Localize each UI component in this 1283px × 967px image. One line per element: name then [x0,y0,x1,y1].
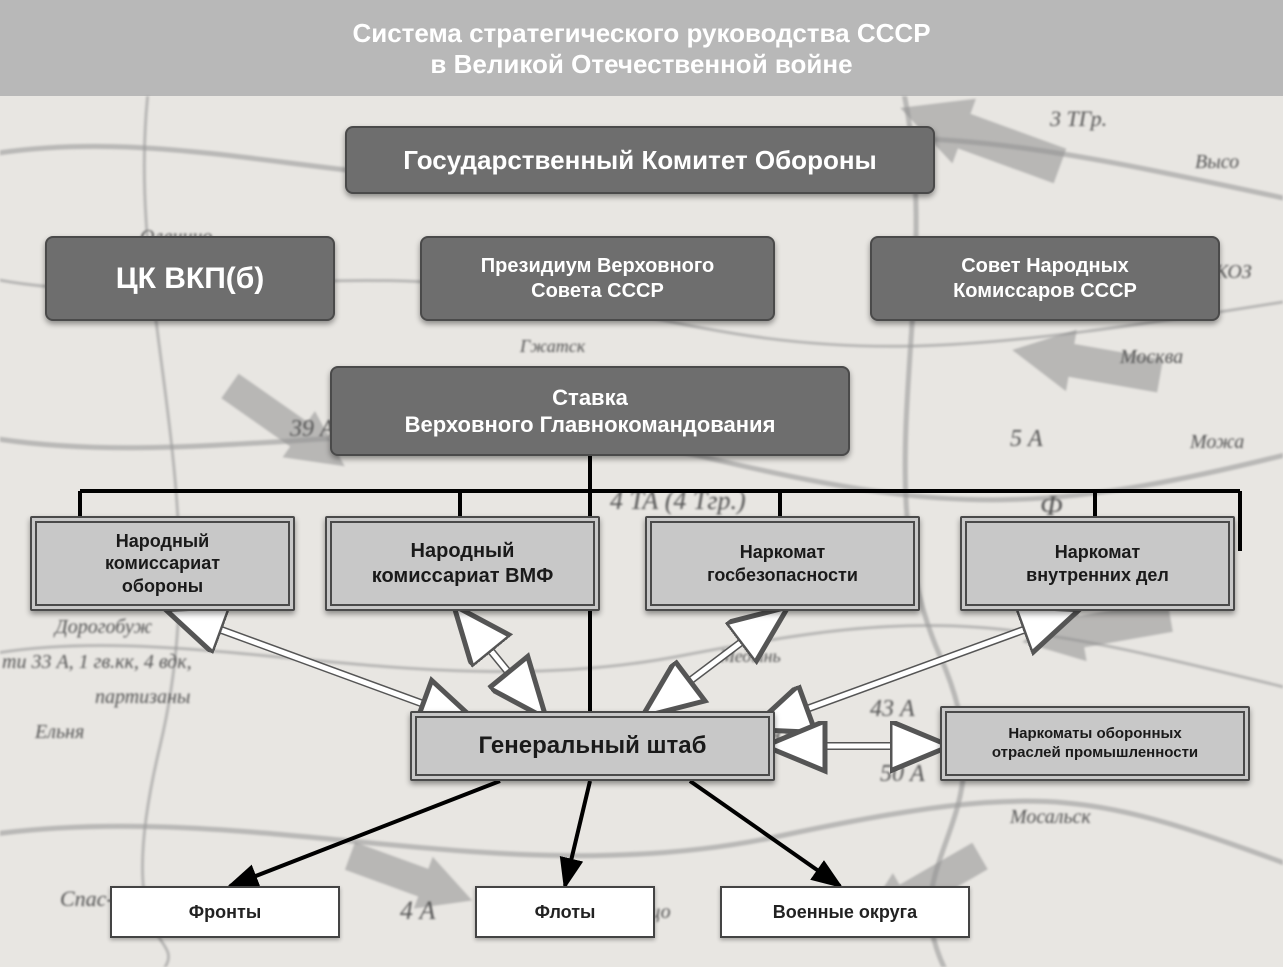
map-label: Спас- [60,886,114,912]
map-label: КОЗ [1215,261,1252,284]
node-defprom: Наркоматы оборонныхотраслей промышленнос… [940,706,1250,781]
node-label: Наркоматы оборонныхотраслей промышленнос… [956,725,1234,763]
node-label: Наркоматгосбезопасности [661,541,904,586]
map-label: 3 ТГр. [1050,106,1107,132]
map-label: 4 ТА (4 Тгр.) [610,486,746,516]
map-label: партизаны [95,686,190,709]
node-label: ЦК ВКП(б) [61,260,319,298]
map-label: 43 А [870,696,915,723]
node-nkvd: Наркоматвнутренних дел [960,516,1235,611]
map-label: Юхнов [770,726,822,747]
node-label: СтавкаВерховного Главнокомандования [346,384,834,439]
node-nkvmf: Народныйкомиссариат ВМФ [325,516,600,611]
map-label: Мосальск [1010,806,1091,829]
diagram-canvas: Оленино39 АДорогобужти 33 А, 1 гв.кк, 4 … [0,96,1283,967]
node-label: Военные округа [736,901,954,924]
node-label: Президиум ВерховногоСовета СССР [436,254,759,304]
node-fleets: Флоты [475,886,655,938]
map-label: ти 33 А, 1 гв.кк, 4 вдк, [2,651,192,674]
node-label: Народныйкомиссариат ВМФ [341,539,584,589]
title-line2: в Великой Отечественной войне [0,49,1283,80]
node-ck: ЦК ВКП(б) [45,236,335,321]
node-genstaff: Генеральный штаб [410,711,775,781]
node-label: Наркоматвнутренних дел [976,541,1219,586]
node-label: Флоты [491,901,639,924]
node-label: Государственный Комитет Обороны [361,144,919,177]
map-label: 5 А [1010,426,1043,453]
node-gko: Государственный Комитет Обороны [345,126,935,194]
map-label: Можа [1190,431,1244,454]
map-label: 39 А [290,416,335,443]
map-label: Москва [1120,346,1183,369]
node-label: Народныйкомиссариатобороны [46,530,279,598]
node-snk: Совет НародныхКомиссаров СССР [870,236,1220,321]
node-nkgb: Наркоматгосбезопасности [645,516,920,611]
map-label: Медынь [720,646,781,667]
node-presidium: Президиум ВерховногоСовета СССР [420,236,775,321]
map-label: Ельня [35,721,84,744]
map-label: 4 А [400,896,435,926]
title-bar: Система стратегического руководства СССР… [0,0,1283,96]
node-nko: Народныйкомиссариатобороны [30,516,295,611]
node-label: Генеральный штаб [426,731,759,761]
node-label: Совет НародныхКомиссаров СССР [886,254,1204,304]
map-label: Дорогобуж [55,616,152,639]
title-line1: Система стратегического руководства СССР [0,18,1283,49]
map-label: Гжатск [520,336,585,357]
map-label: 50 А [880,761,925,788]
node-districts: Военные округа [720,886,970,938]
node-label: Фронты [126,901,324,924]
node-fronts: Фронты [110,886,340,938]
node-stavka: СтавкаВерховного Главнокомандования [330,366,850,456]
map-label: Высо [1195,151,1239,174]
